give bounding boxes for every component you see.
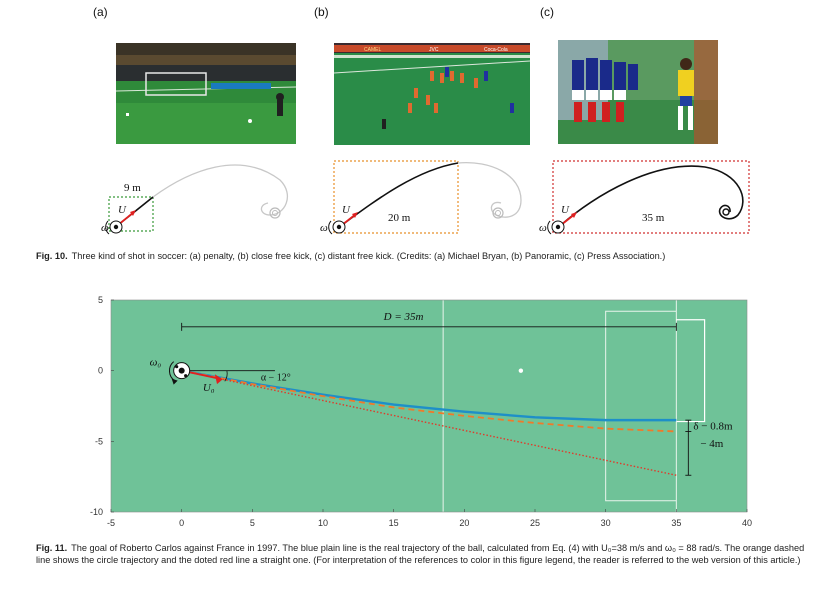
distance-label-a: 9 m: [124, 182, 141, 194]
omega-label-b: ω: [320, 222, 328, 234]
ball-icon-patch: [175, 365, 179, 369]
panel-label-a: (a): [93, 5, 108, 19]
fig11-caption-label: Fig. 11.: [36, 543, 68, 553]
fig11-caption: Fig. 11. The goal of Roberto Carlos again…: [36, 542, 816, 566]
fig10-caption-text: Three kind of shot in soccer: (a) penalt…: [71, 251, 666, 261]
chart-root: -5 0 5 10 15 20 25 30 35 40 5 0 -5 -10 D = 35m α − 12° U…: [90, 295, 752, 528]
deviation-large-label: − 4m: [700, 438, 723, 450]
angle-label: α − 12°: [261, 373, 291, 384]
velocity-label-a: U: [118, 204, 127, 216]
velocity-arrowhead-a: [130, 210, 136, 216]
ball-icon-patch: [184, 374, 188, 378]
velocity-arrowhead-c: [571, 212, 577, 218]
spin-arrowhead: [171, 378, 178, 385]
ball-icon-patch: [178, 367, 185, 374]
x-tick-label: 5: [250, 518, 255, 528]
velocity-arrowhead-b: [352, 212, 358, 218]
goal-box-c: [552, 160, 750, 234]
panel-label-b: (b): [314, 5, 329, 19]
photo-close-free-kick: CAMEL JVC Coca-Cola: [334, 43, 530, 145]
angle-arc: [224, 370, 228, 382]
diagram-penalty: ω U 9 m: [101, 164, 289, 235]
x-tick-label: 25: [530, 518, 540, 528]
distance-label: D = 35m: [383, 311, 424, 323]
x-tick-label: 35: [671, 518, 681, 528]
penalty-spot: [518, 368, 524, 373]
x-tick-label: 30: [601, 518, 611, 528]
penalty-box: [605, 310, 677, 502]
diagram-distant-free-kick: ω U 35 m: [539, 160, 750, 235]
x-tick-label: 0: [179, 518, 184, 528]
x-tick-label: 10: [318, 518, 328, 528]
plot-frame: [110, 299, 748, 513]
omega-label-a: ω: [101, 222, 109, 234]
deviation-small-label: δ − 0.8m: [693, 420, 733, 432]
omega-label: ω₀: [150, 357, 162, 369]
trajectory-a-ghost: [117, 164, 289, 226]
goal-box-b: [333, 160, 459, 234]
x-tick-label: -5: [107, 518, 115, 528]
y-tick-label: 5: [98, 295, 103, 305]
figure-11-chart: -5 0 5 10 15 20 25 30 35 40 5 0 -5 -10 D = 35m α − 12° U…: [90, 295, 752, 528]
y-tick-label: -10: [90, 507, 103, 517]
goal-frame: [676, 319, 706, 423]
distance-label-c: 35 m: [642, 212, 665, 224]
trajectory-c: [560, 165, 744, 226]
series-line-straight-line: [181, 369, 677, 476]
fig11-caption-text: The goal of Roberto Carlos against Franc…: [36, 543, 805, 565]
goal-box-a: [108, 196, 154, 232]
panel-label-c: (c): [540, 5, 554, 19]
field-background: [111, 300, 747, 512]
photo-distant-free-kick: [558, 40, 718, 144]
ad-text-camel: CAMEL: [364, 47, 381, 53]
diagram-close-free-kick: ω U 20 m: [320, 160, 522, 235]
trajectory-b-ghost: [457, 161, 522, 218]
omega-label-c: ω: [539, 222, 547, 234]
distance-label-b: 20 m: [388, 212, 411, 224]
x-tick-label: 20: [459, 518, 469, 528]
ad-text-jvc: JVC: [429, 47, 439, 53]
velocity-arrowhead: [214, 374, 223, 385]
series-line-circle-trajectory: [181, 369, 677, 433]
velocity-label-b: U: [342, 204, 351, 216]
photo-penalty: [116, 43, 296, 144]
fig10-caption: Fig. 10. Three kind of shot in soccer: (a…: [36, 250, 816, 262]
y-tick-label: 0: [98, 366, 103, 376]
x-tick-label: 40: [742, 518, 752, 528]
x-tick-label: 15: [389, 518, 399, 528]
y-tick-label: -5: [95, 436, 103, 446]
velocity-label: U₀: [203, 382, 215, 394]
velocity-label-c: U: [561, 204, 570, 216]
ad-text-coca: Coca-Cola: [484, 47, 508, 53]
fig10-caption-label: Fig. 10.: [36, 251, 68, 261]
